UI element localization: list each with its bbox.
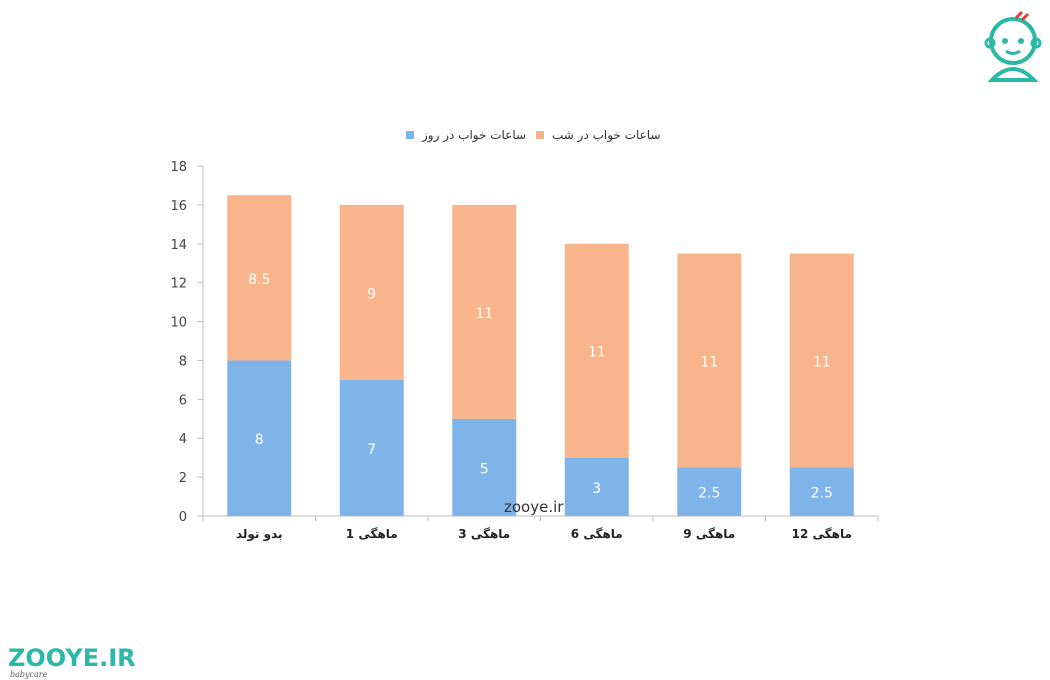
legend-swatch-night bbox=[536, 131, 544, 139]
bar-segment bbox=[227, 195, 292, 361]
x-axis: بدو تولد 1 ماهگی 3 ماهگی 6 ماهگی 9 ماهگی 12 م… bbox=[202, 515, 879, 542]
data-label: 11 bbox=[475, 306, 493, 322]
x-tick-label: 12 ماهگی bbox=[792, 527, 852, 541]
bar-segment bbox=[227, 360, 292, 516]
y-tick-label: 18 bbox=[170, 160, 187, 175]
x-tick-label: 1 ماهگی bbox=[346, 527, 398, 541]
bar-segment bbox=[789, 467, 854, 516]
bar-segment bbox=[677, 467, 742, 516]
data-label: 11 bbox=[700, 354, 718, 370]
bar-segment bbox=[339, 204, 404, 380]
legend-swatch-day bbox=[406, 131, 414, 139]
y-tick-label: 12 bbox=[170, 277, 187, 292]
data-label: 5 bbox=[480, 461, 489, 477]
bar-segment bbox=[564, 243, 629, 458]
bar-segment bbox=[452, 204, 517, 419]
data-label: 11 bbox=[813, 354, 831, 370]
baby-logo-icon bbox=[984, 10, 1042, 82]
data-label: 3 bbox=[592, 481, 601, 497]
legend-label-night: ساعات خواب در شب bbox=[552, 128, 661, 143]
brand-logo: ZOOYE.IR bbox=[8, 644, 136, 672]
y-tick-label: 14 bbox=[170, 238, 187, 253]
legend: ساعات خواب در روز ساعات خواب در شب bbox=[406, 128, 661, 143]
bar-segment bbox=[339, 379, 404, 516]
legend-label-day: ساعات خواب در روز bbox=[421, 128, 526, 143]
bar-segment bbox=[564, 457, 629, 516]
y-tick-label: 10 bbox=[170, 316, 187, 331]
data-label: 7 bbox=[367, 442, 376, 458]
y-tick-label: 8 bbox=[179, 354, 187, 369]
x-tick-label: بدو تولد bbox=[236, 527, 283, 542]
x-tick-label: 9 ماهگی bbox=[683, 527, 735, 541]
y-tick-label: 6 bbox=[179, 393, 187, 408]
bar-segment bbox=[789, 253, 854, 468]
watermark-text: zooye.ir bbox=[504, 498, 564, 516]
x-tick-label: 6 ماهگی bbox=[571, 527, 623, 541]
y-tick-label: 2 bbox=[179, 471, 187, 486]
data-label: 2.5 bbox=[698, 486, 720, 502]
data-label: 11 bbox=[588, 345, 606, 361]
data-label: 8 bbox=[255, 432, 264, 448]
x-tick-label: 3 ماهگی bbox=[458, 527, 510, 541]
data-label: 8.5 bbox=[248, 272, 270, 288]
data-label: 2.5 bbox=[811, 486, 833, 502]
y-axis: 0 2 4 6 8 10 12 14 16 18 bbox=[170, 160, 204, 525]
y-tick-label: 0 bbox=[179, 510, 187, 525]
bars: 8 8.5 7 9 5 11 3 11 2.5 11 2.5 11 bbox=[227, 195, 854, 516]
data-label: 9 bbox=[367, 286, 376, 302]
y-tick-label: 16 bbox=[170, 199, 187, 214]
brand-tagline: babycare bbox=[10, 670, 48, 679]
y-tick-label: 4 bbox=[179, 432, 187, 447]
bar-segment bbox=[452, 418, 517, 516]
bar-segment bbox=[677, 253, 742, 468]
